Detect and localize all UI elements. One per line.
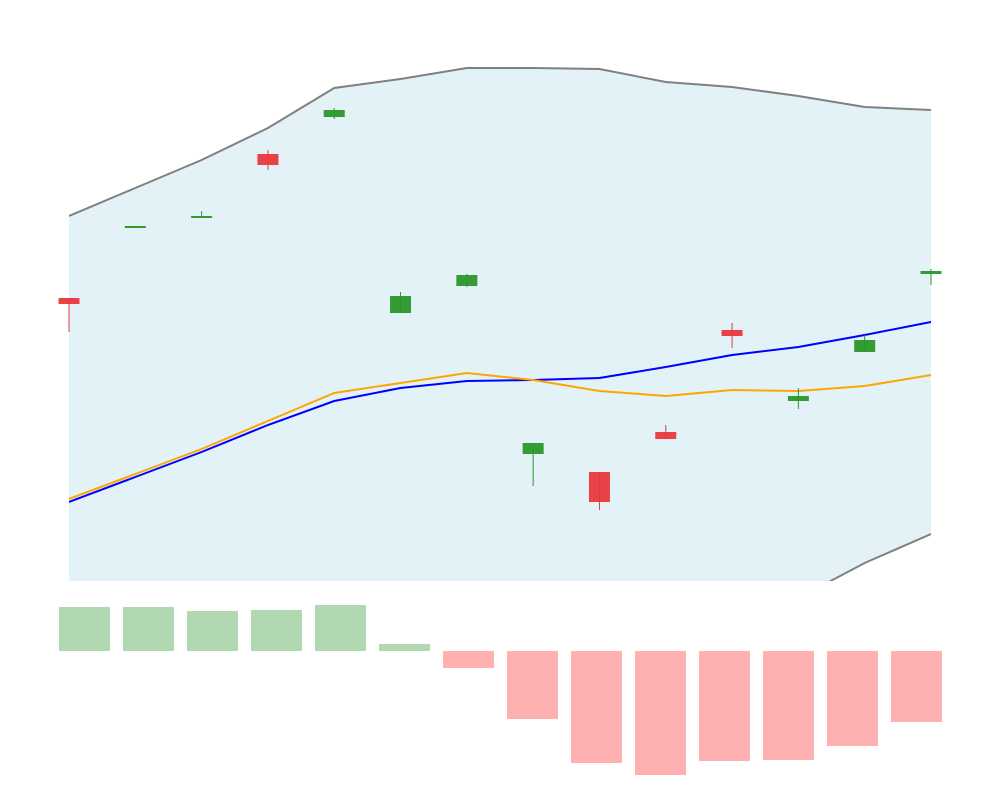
histogram-bar [571,651,622,763]
histogram-bar [763,651,814,760]
histogram-bar [123,607,174,651]
price-panel [69,67,931,581]
candle-body [323,110,345,117]
histogram-bar [891,651,942,722]
candle-body [124,226,146,228]
band-upper [69,67,931,217]
histogram-bar [635,651,686,775]
candle-body [920,271,942,274]
moving-average [69,371,931,500]
candle-body [787,396,809,401]
band-area [69,68,931,581]
histogram-bar [827,651,878,746]
histogram-bar [59,607,110,651]
candles [58,108,942,510]
candle-body [721,330,743,336]
histogram-bar [443,651,494,668]
histogram-bar [379,644,430,651]
histogram-bar [315,605,366,651]
candle-body [655,432,677,439]
candle-body [58,298,80,304]
candle-body [257,154,279,165]
candle-body [390,296,412,313]
moving-average [69,321,931,503]
histogram-panel [59,605,942,775]
histogram-bar [187,611,238,651]
histogram-bar [251,610,302,651]
candle-body [854,340,876,352]
histogram-bar [699,651,750,761]
candle-body [588,472,610,502]
candle-body [456,275,478,286]
histogram-bar [507,651,558,719]
candle-body [522,443,544,454]
candle-body [191,216,213,218]
